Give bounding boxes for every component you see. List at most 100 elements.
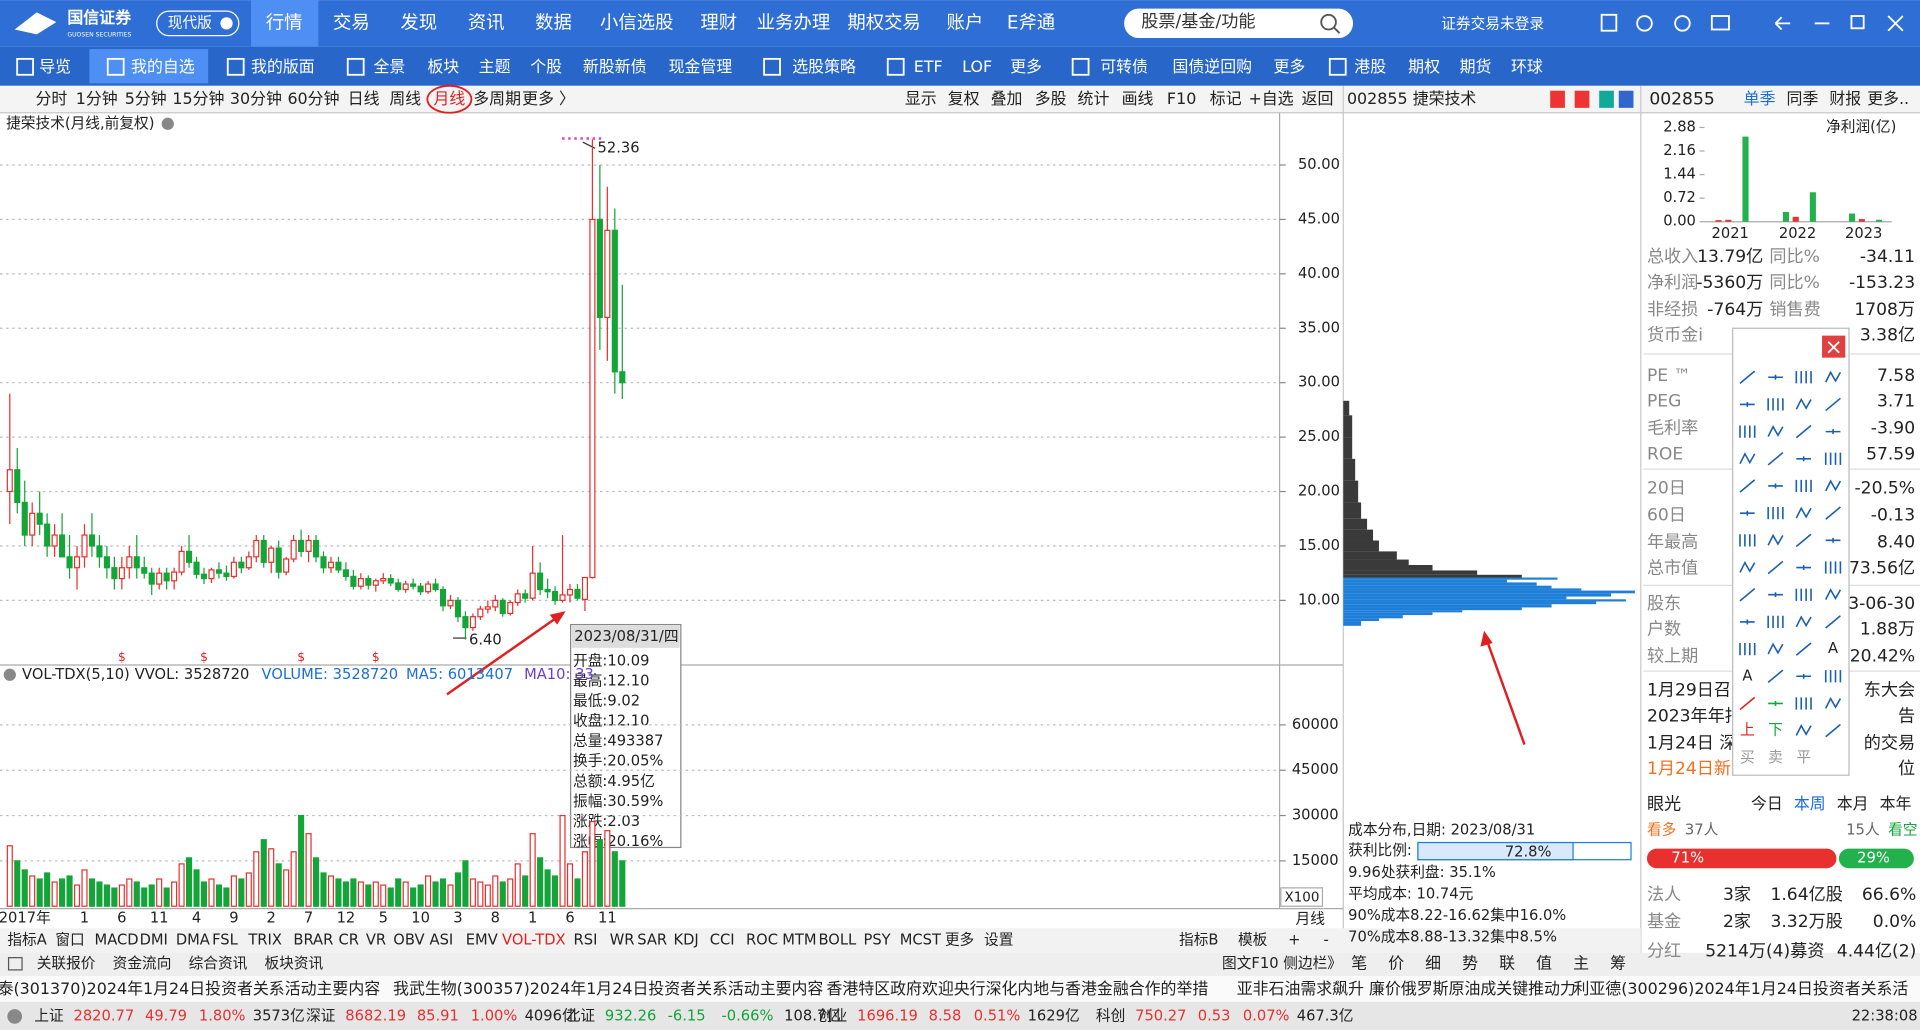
indicator-tab[interactable]: FSL <box>212 932 239 949</box>
toolbar-item[interactable]: 我的自选 <box>131 57 195 76</box>
indicator-tab[interactable]: 窗口 <box>55 931 84 949</box>
indicator-tab[interactable]: ASI <box>430 932 454 949</box>
toolbar-item[interactable]: 选股策略 <box>792 57 856 76</box>
login-status[interactable]: 证券交易未登录 <box>1441 15 1544 33</box>
indicator-tab[interactable]: OBV <box>393 932 424 949</box>
side-tab[interactable]: 筹 <box>1610 953 1626 972</box>
indicator-tab[interactable]: 指标A <box>7 932 46 949</box>
side-tab[interactable]: 主 <box>1573 953 1589 972</box>
chip-tool-icon[interactable] <box>1599 90 1614 108</box>
draw-tool[interactable] <box>1740 401 1755 407</box>
draw-tool[interactable]: 上 <box>1740 722 1755 739</box>
news-item[interactable]: 泰(301370)2024年1月24日投资者关系活动主要内容 <box>0 979 380 998</box>
toolbar-item[interactable]: 主题 <box>479 57 511 76</box>
toolbar-item[interactable]: 期权 <box>1408 57 1440 76</box>
status-icon[interactable] <box>7 1009 23 1024</box>
period-tab[interactable]: 周线 <box>389 89 421 108</box>
draw-tool[interactable] <box>1739 587 1756 602</box>
draw-tool[interactable] <box>1767 669 1784 683</box>
draw-tool[interactable] <box>1825 588 1842 600</box>
draw-tool[interactable] <box>1796 565 1812 570</box>
period-tab[interactable]: 30分钟 <box>230 89 282 108</box>
chart-tool[interactable]: 返回 <box>1302 89 1334 108</box>
draw-tool[interactable] <box>1796 456 1812 462</box>
indicator-tab[interactable]: ROC <box>746 932 778 949</box>
indicator-tab[interactable]: DMA <box>176 932 210 949</box>
toolbar-item[interactable]: ETF <box>914 57 943 76</box>
menu-item[interactable]: 交易 <box>333 12 370 33</box>
vision-tab[interactable]: 本周 <box>1794 794 1826 813</box>
draw-tool[interactable] <box>1795 397 1812 410</box>
draw-tool[interactable] <box>1795 724 1812 736</box>
draw-tool[interactable] <box>1795 615 1812 628</box>
tool-icon[interactable] <box>1636 15 1653 32</box>
draw-tool[interactable] <box>1825 506 1841 520</box>
toolbar-item[interactable]: LOF <box>962 57 992 76</box>
max-icon[interactable] <box>1850 15 1865 30</box>
draw-tool[interactable] <box>1824 670 1842 683</box>
menu-item[interactable]: 数据 <box>535 12 572 33</box>
toolbar-item[interactable]: 更多 <box>1010 57 1042 76</box>
chart-tool[interactable]: F10 <box>1167 89 1196 108</box>
side-tab[interactable]: 笔 <box>1351 953 1367 972</box>
draw-tool[interactable] <box>1767 425 1784 437</box>
dividend-marker[interactable]: $ <box>372 650 380 664</box>
toolbar-item[interactable]: 可转债 <box>1100 57 1148 76</box>
draw-tool[interactable] <box>1768 701 1783 706</box>
vision-tab[interactable]: 本月 <box>1837 794 1869 813</box>
news-item[interactable]: 亚非石油需求飙升 廉价俄罗斯原油成关键推动力 <box>1237 979 1576 998</box>
chip-tool-icon[interactable] <box>1574 90 1590 108</box>
draw-tool[interactable] <box>1739 370 1756 384</box>
menu-item[interactable]: 行情 <box>266 12 303 33</box>
indicator-tab[interactable]: VOL-TDX <box>502 932 566 949</box>
draw-tool[interactable]: 平 <box>1796 749 1811 766</box>
menu-item[interactable]: 业务办理 <box>757 12 830 33</box>
indicator-tab[interactable]: 更多 <box>945 932 974 949</box>
side-tab[interactable]: 势 <box>1462 953 1478 972</box>
toolbar-item[interactable]: 个股 <box>530 57 562 76</box>
bottom-tab[interactable]: 关联报价 <box>37 955 96 972</box>
indicator-tab[interactable]: CR <box>338 932 358 949</box>
indicator-tab[interactable]: 设置 <box>984 932 1013 949</box>
menu-item[interactable]: 发现 <box>400 12 437 33</box>
indicator-tab[interactable]: RSI <box>574 932 598 949</box>
draw-tool[interactable] <box>1739 452 1756 465</box>
draw-tool[interactable] <box>1767 507 1784 520</box>
draw-tool[interactable] <box>1796 673 1812 679</box>
indicator-tab[interactable]: MTM <box>782 932 816 949</box>
indicator-tab[interactable]: WR <box>610 932 635 949</box>
dividend-marker[interactable]: $ <box>200 650 208 664</box>
draw-tool[interactable] <box>1739 534 1756 547</box>
popup-close-x[interactable] <box>1827 341 1840 354</box>
indicator-tab[interactable]: TRIX <box>247 932 282 949</box>
draw-tool[interactable] <box>1795 588 1812 601</box>
indicator-tab[interactable]: VR <box>366 932 386 949</box>
draw-tool[interactable] <box>1824 561 1842 574</box>
title-icon[interactable] <box>161 117 174 130</box>
panel-tab[interactable]: 单季 <box>1744 89 1776 108</box>
search-box[interactable] <box>1124 8 1354 39</box>
toolbar-item[interactable]: 新股新债 <box>583 57 647 76</box>
draw-tool[interactable] <box>1739 560 1756 573</box>
draw-tool[interactable] <box>1739 425 1756 438</box>
indicator-tab[interactable]: 模板 <box>1238 931 1268 949</box>
chart-tool[interactable]: 叠加 <box>991 89 1023 108</box>
draw-tool[interactable] <box>1795 697 1812 710</box>
draw-tool[interactable]: A <box>1828 640 1838 657</box>
draw-tool[interactable] <box>1795 371 1812 384</box>
close-icon[interactable] <box>1887 15 1904 32</box>
chip-tool-icon[interactable] <box>1618 90 1634 108</box>
panel-tab[interactable]: 财报 <box>1829 89 1861 108</box>
panel-tab[interactable]: 同季 <box>1787 89 1819 108</box>
chart-tool[interactable]: 标记 <box>1210 89 1242 108</box>
period-tab[interactable]: 60分钟 <box>287 89 339 108</box>
indicator-tab[interactable]: KDJ <box>673 932 698 949</box>
draw-tool[interactable] <box>1795 424 1812 439</box>
period-tab[interactable]: 月线 <box>433 89 465 108</box>
toolbar-item[interactable]: 导览 <box>39 57 71 76</box>
menu-item[interactable]: 理财 <box>700 12 737 33</box>
bottom-tab[interactable]: 资金流向 <box>113 955 172 972</box>
indicator-tab[interactable]: - <box>1323 932 1328 949</box>
draw-tool[interactable]: A <box>1742 667 1752 684</box>
draw-tool[interactable] <box>1824 452 1842 465</box>
